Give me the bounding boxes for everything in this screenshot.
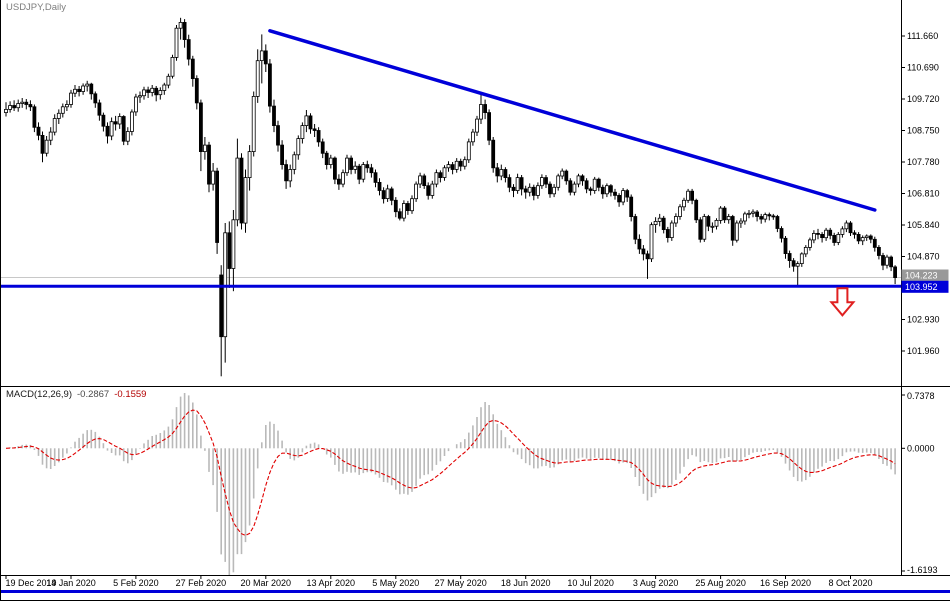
- svg-text:10 Jul 2020: 10 Jul 2020: [567, 578, 614, 588]
- price-axis[interactable]: 111.660 110.690 109.720 108.750 107.780 106.8…: [901, 31, 940, 356]
- macd-value: -0.2867: [77, 389, 110, 400]
- macd-histogram: [9, 393, 896, 575]
- macd-signal-value: -0.1559: [114, 389, 147, 400]
- svg-text:105.840: 105.840: [907, 220, 940, 230]
- svg-text:13 Apr 2020: 13 Apr 2020: [307, 578, 356, 588]
- svg-text:3 Aug 2020: 3 Aug 2020: [633, 578, 679, 588]
- indicator-axis[interactable]: 0.7378 0.0000 -1.6193: [901, 391, 938, 575]
- svg-text:110.690: 110.690: [907, 63, 939, 73]
- svg-text:0.0000: 0.0000: [907, 443, 935, 453]
- macd-name: MACD(12,26,9): [6, 389, 72, 400]
- bottom-blue-bar: [1, 590, 950, 593]
- svg-text:27 Feb 2020: 27 Feb 2020: [176, 578, 227, 588]
- svg-text:25 Aug 2020: 25 Aug 2020: [695, 578, 746, 588]
- svg-text:8 Oct 2020: 8 Oct 2020: [828, 578, 872, 588]
- svg-text:5 May 2020: 5 May 2020: [372, 578, 419, 588]
- svg-text:104.870: 104.870: [907, 252, 940, 262]
- hline-price-badge: 103.952: [901, 280, 949, 293]
- svg-text:107.780: 107.780: [907, 157, 940, 167]
- macd-signal-line: [5, 409, 896, 537]
- svg-text:-1.6193: -1.6193: [907, 565, 938, 575]
- svg-text:111.660: 111.660: [907, 31, 938, 41]
- svg-text:101.960: 101.960: [907, 346, 940, 356]
- down-arrow-icon[interactable]: [829, 287, 856, 317]
- svg-text:18 Jun 2020: 18 Jun 2020: [501, 578, 551, 588]
- svg-text:20 Mar 2020: 20 Mar 2020: [241, 578, 292, 588]
- bid-price-badge: 104.223: [901, 269, 949, 282]
- svg-text:14 Jan 2020: 14 Jan 2020: [46, 578, 96, 588]
- svg-text:109.720: 109.720: [907, 94, 940, 104]
- macd-indicator-label: MACD(12,26,9) -0.2867 -0.1559: [6, 389, 146, 400]
- symbol-timeframe-label: USDJPY,Daily: [6, 2, 67, 13]
- svg-text:108.750: 108.750: [907, 126, 940, 136]
- svg-text:102.930: 102.930: [907, 315, 940, 325]
- svg-text:104.223: 104.223: [905, 271, 938, 281]
- svg-text:19 Dec 2019: 19 Dec 2019: [5, 578, 56, 588]
- svg-text:103.952: 103.952: [905, 282, 938, 292]
- candlestick-series: [4, 17, 897, 377]
- svg-text:0.7378: 0.7378: [907, 391, 935, 401]
- svg-text:5 Feb 2020: 5 Feb 2020: [113, 578, 159, 588]
- svg-text:106.810: 106.810: [907, 189, 940, 199]
- descending-trendline[interactable]: [268, 29, 877, 212]
- svg-text:27 May 2020: 27 May 2020: [435, 578, 487, 588]
- svg-text:16 Sep 2020: 16 Sep 2020: [760, 578, 811, 588]
